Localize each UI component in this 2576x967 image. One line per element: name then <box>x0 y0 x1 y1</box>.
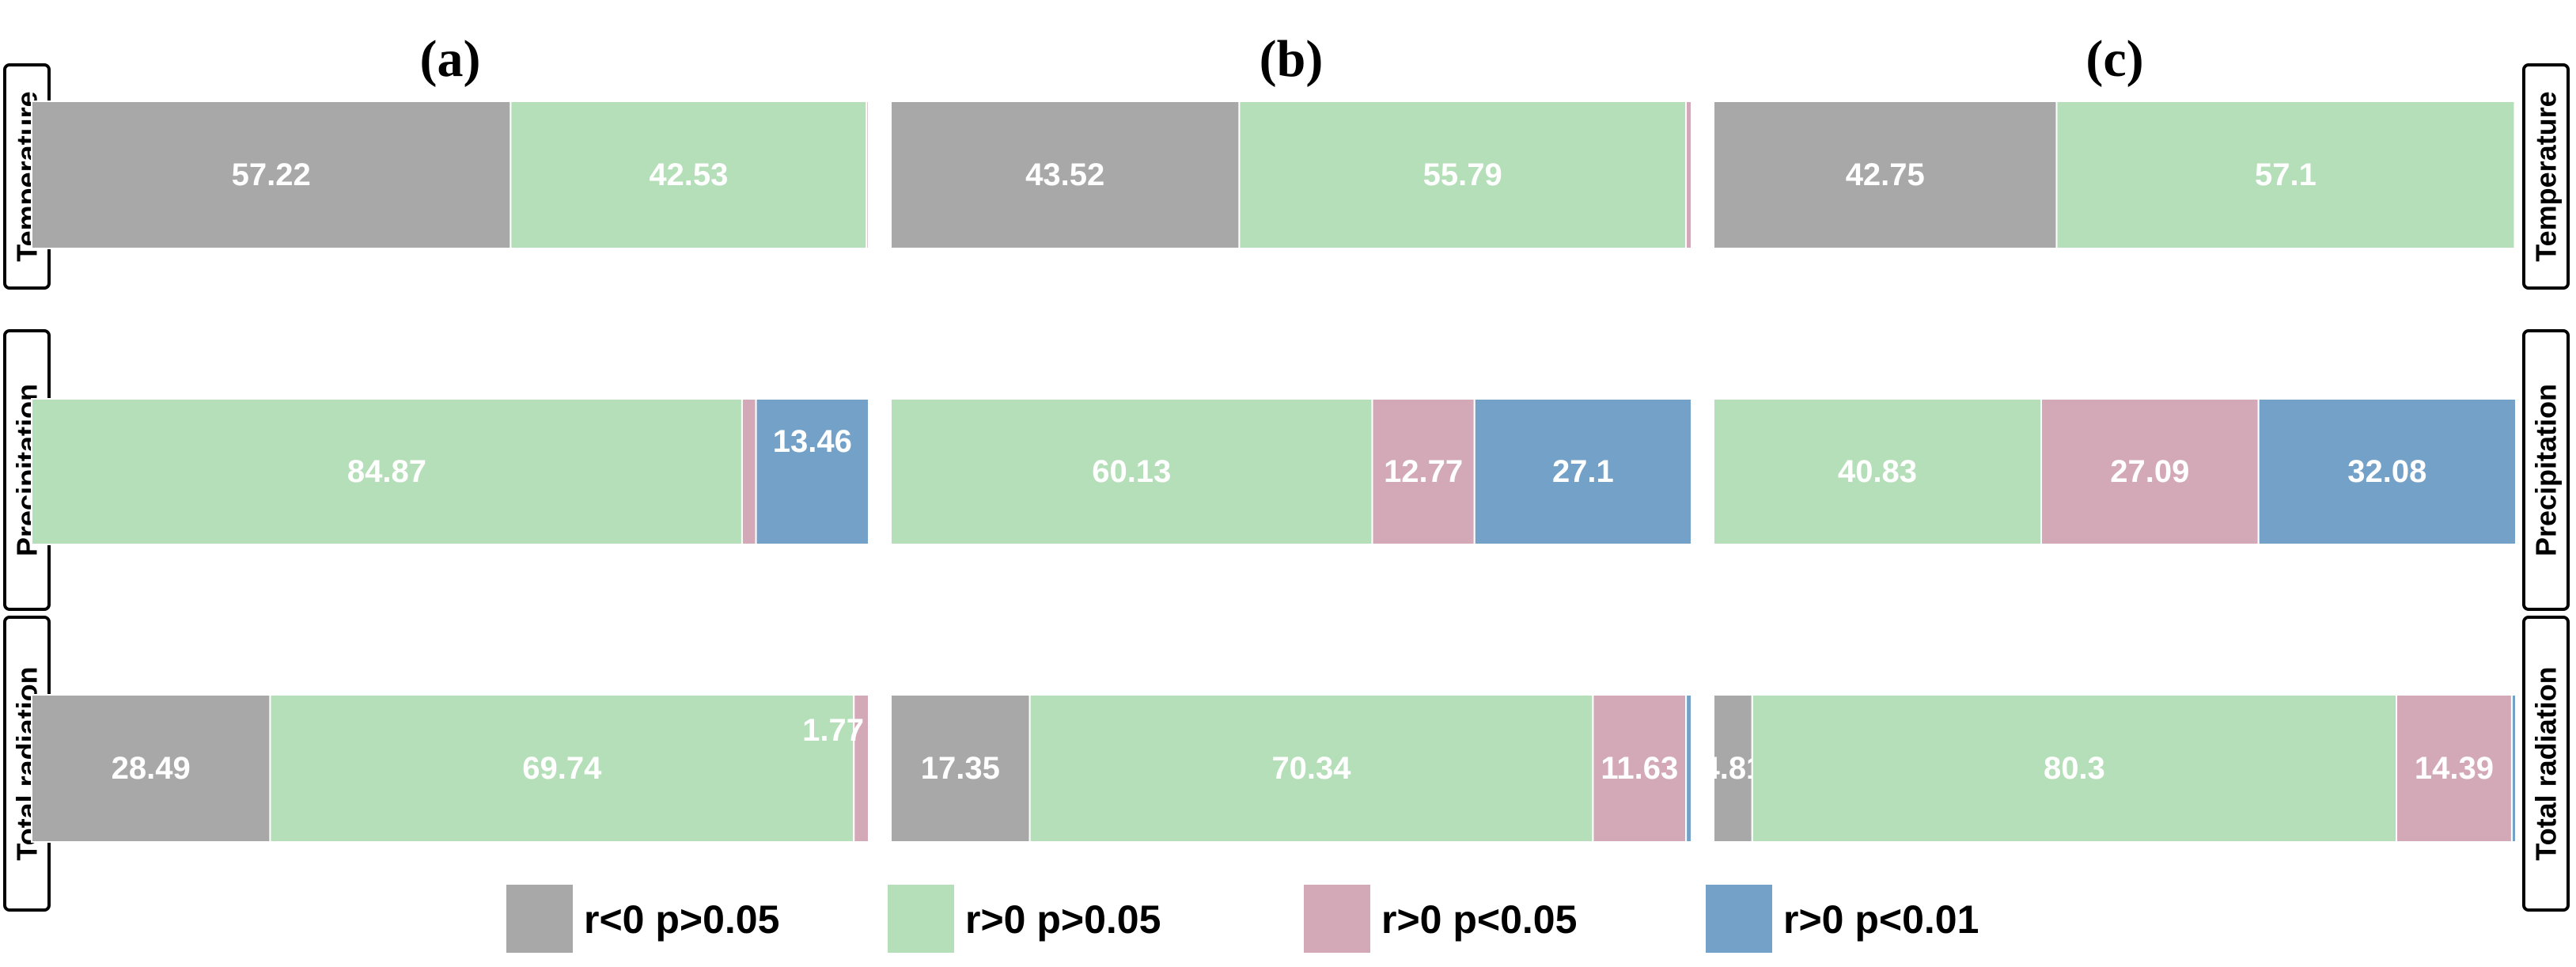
bar-segment <box>2510 694 2517 843</box>
legend-label: r>0 p<0.01 <box>1783 897 1979 942</box>
legend-label: r<0 p>0.05 <box>584 897 779 942</box>
bar-segment <box>1371 398 1476 545</box>
bar-segment <box>1685 694 1693 843</box>
right-row-label-box <box>2522 616 2570 912</box>
data-label: 12.77 <box>1384 454 1463 489</box>
data-label: 69.74 <box>522 751 602 786</box>
bar-segment <box>2396 694 2513 843</box>
bar-segment <box>269 694 855 843</box>
bar-segment <box>1713 694 1753 843</box>
legend-swatch <box>888 885 954 953</box>
panel-title: (c) <box>2085 30 2143 88</box>
bar-segment <box>2055 100 2516 249</box>
legend-swatch <box>1304 885 1370 953</box>
right-row-label: Temperature <box>2530 91 2563 261</box>
right-row-label: Precipitation <box>2530 384 2563 556</box>
bar-segment <box>1751 694 2398 843</box>
right-row-label: Total radiation <box>2530 666 2563 860</box>
right-row-label-box <box>2522 63 2570 290</box>
data-label: 17.35 <box>921 751 1000 786</box>
bar-segment <box>510 100 868 249</box>
data-label: 42.75 <box>1846 157 1925 192</box>
bar-segment <box>2257 398 2517 545</box>
data-label: 13.46 <box>773 424 852 459</box>
bar-segment <box>1238 100 1688 249</box>
bar-segment <box>1473 398 1693 545</box>
data-label: 84.87 <box>347 454 426 489</box>
bar-segment <box>31 398 743 545</box>
data-label: 27.1 <box>1552 454 1614 489</box>
data-label: 27.09 <box>2110 454 2189 489</box>
legend-label: r>0 p>0.05 <box>965 897 1161 942</box>
bar-segment <box>1029 694 1594 843</box>
panel-title: (a) <box>420 30 481 88</box>
bar-segment <box>866 100 869 249</box>
data-label: 55.79 <box>1423 157 1502 192</box>
bar-segment <box>741 398 757 545</box>
bar-segment <box>1685 100 1692 249</box>
data-label: 14.39 <box>2415 751 2494 786</box>
data-label: 11.63 <box>1601 751 1678 786</box>
bar-segment <box>755 398 869 545</box>
bar-segment <box>853 694 870 843</box>
data-label: 57.22 <box>232 157 311 192</box>
data-label: 60.13 <box>1092 454 1171 489</box>
data-label: 80.3 <box>2044 751 2105 786</box>
data-label: 42.53 <box>649 157 728 192</box>
bar-segment <box>890 694 1031 843</box>
bar-segment <box>890 100 1241 249</box>
panel-title: (b) <box>1260 30 1324 88</box>
data-label: 32.08 <box>2347 454 2426 489</box>
data-label: 57.1 <box>2255 157 2317 192</box>
bar-segment <box>2513 100 2517 249</box>
bar-segment <box>1713 398 2043 545</box>
legend-swatch <box>506 885 573 953</box>
data-label: 70.34 <box>1271 751 1351 786</box>
legend-label: r>0 p<0.05 <box>1381 897 1577 942</box>
data-label: 28.49 <box>112 751 191 786</box>
data-label: 1.77 <box>802 713 864 748</box>
bar-segment <box>2040 398 2260 545</box>
data-label: 43.52 <box>1025 157 1104 192</box>
bar-segment <box>1713 100 2058 249</box>
bar-segment <box>890 398 1373 545</box>
legend-swatch <box>1706 885 1772 953</box>
right-row-label-box <box>2522 329 2570 611</box>
data-label: 40.83 <box>1838 454 1917 489</box>
bar-segment <box>1592 694 1688 843</box>
bar-segment <box>31 694 271 843</box>
